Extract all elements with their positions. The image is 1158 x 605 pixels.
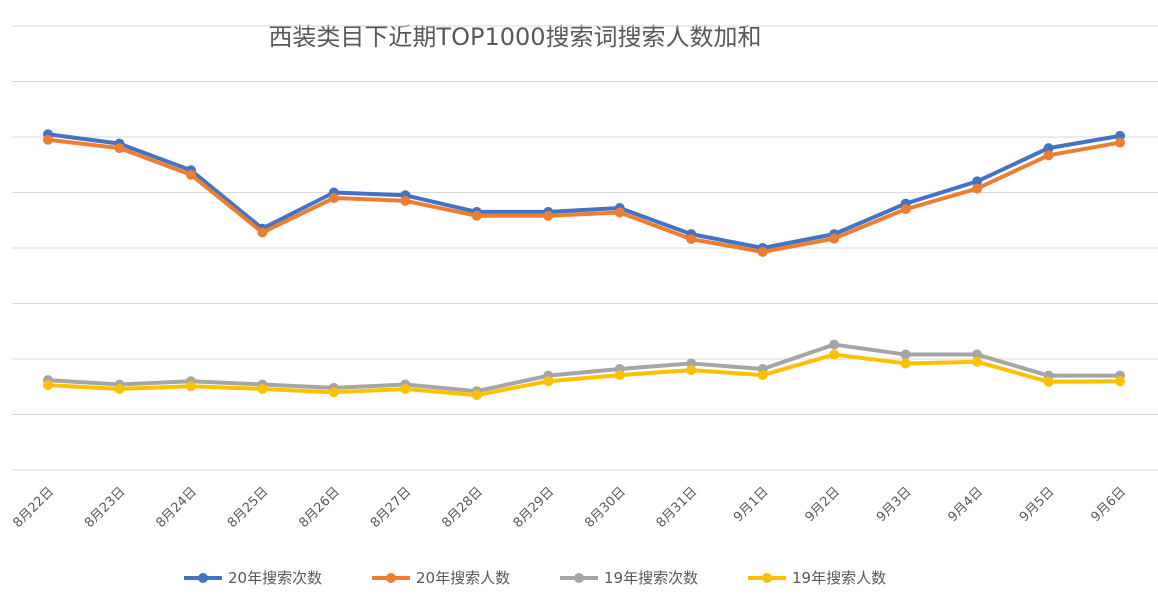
legend-label: 20年搜索人数 — [416, 569, 510, 587]
data-point — [114, 383, 125, 394]
data-point — [972, 176, 983, 187]
data-point — [757, 246, 768, 257]
x-tick-label: 8月25日 — [225, 484, 272, 531]
x-tick-label: 9月2日 — [802, 484, 843, 525]
data-point — [43, 380, 53, 391]
legend: 20年搜索次数 20年搜索人数 19年搜索次数 19年搜索人数 — [184, 569, 886, 587]
x-tick-label: 9月6日 — [1088, 484, 1129, 525]
data-point — [1043, 376, 1054, 387]
legend-label: 19年搜索人数 — [792, 569, 886, 587]
data-point — [972, 356, 983, 367]
data-point — [614, 207, 625, 218]
data-point — [400, 195, 411, 206]
legend-marker — [762, 573, 772, 583]
data-point — [829, 349, 840, 360]
data-point — [1043, 143, 1054, 154]
data-point — [257, 227, 268, 238]
x-tick-label: 9月5日 — [1017, 484, 1058, 525]
data-point — [757, 370, 768, 381]
data-point — [686, 234, 697, 245]
x-tick-label: 9月4日 — [945, 484, 986, 525]
data-point — [900, 358, 911, 369]
data-point — [686, 365, 697, 376]
data-point — [829, 233, 840, 244]
series-line — [46, 352, 1122, 398]
x-tick-label: 8月24日 — [153, 484, 200, 531]
series-line — [46, 342, 1122, 394]
data-point — [543, 376, 554, 387]
x-tick-label: 8月23日 — [82, 484, 129, 531]
legend-item: 19年搜索次数 — [560, 569, 698, 587]
data-point — [1115, 137, 1125, 148]
legend-item: 19年搜索人数 — [748, 569, 886, 587]
data-point — [614, 370, 625, 381]
x-tick-label: 9月1日 — [731, 484, 772, 525]
data-point — [257, 383, 268, 394]
x-tick-label: 8月22日 — [11, 484, 58, 531]
data-point — [543, 210, 554, 221]
x-axis-labels: 8月22日 8月23日 8月24日 8月25日 8月26日 8月27日 8月28日 8月29日… — [11, 484, 1130, 531]
data-point — [328, 387, 339, 398]
data-point — [1043, 150, 1054, 161]
legend-marker — [198, 573, 208, 583]
x-tick-label: 8月26日 — [296, 484, 343, 531]
data-point — [900, 204, 911, 215]
series-layer — [43, 129, 1125, 401]
data-point — [328, 193, 339, 204]
data-point — [114, 143, 125, 154]
data-point — [1115, 376, 1125, 387]
legend-label: 19年搜索次数 — [604, 569, 698, 587]
gridlines — [12, 25, 1158, 471]
data-point — [900, 349, 911, 360]
legend-marker — [574, 573, 584, 583]
data-point — [185, 381, 196, 392]
x-tick-label: 8月27日 — [368, 484, 415, 531]
legend-item: 20年搜索人数 — [372, 569, 510, 587]
series-2 — [43, 134, 1125, 257]
series-4 — [43, 349, 1125, 401]
data-point — [829, 339, 840, 350]
x-tick-label: 8月28日 — [439, 484, 486, 531]
x-tick-label: 8月30日 — [582, 484, 629, 531]
legend-label: 20年搜索次数 — [228, 569, 322, 587]
x-tick-label: 8月31日 — [654, 484, 701, 531]
data-point — [471, 390, 482, 401]
data-point — [471, 210, 482, 221]
x-tick-label: 9月3日 — [874, 484, 915, 525]
data-point — [972, 349, 983, 360]
data-point — [185, 169, 196, 180]
data-point — [972, 183, 983, 194]
legend-item: 20年搜索次数 — [184, 569, 322, 587]
data-point — [400, 383, 411, 394]
chart-title: 西装类目下近期TOP1000搜索词搜索人数加和 — [268, 23, 761, 51]
data-point — [43, 134, 53, 145]
series-line — [46, 132, 1122, 250]
legend-marker — [386, 573, 396, 583]
x-tick-label: 8月29日 — [511, 484, 558, 531]
series-line — [46, 137, 1122, 254]
